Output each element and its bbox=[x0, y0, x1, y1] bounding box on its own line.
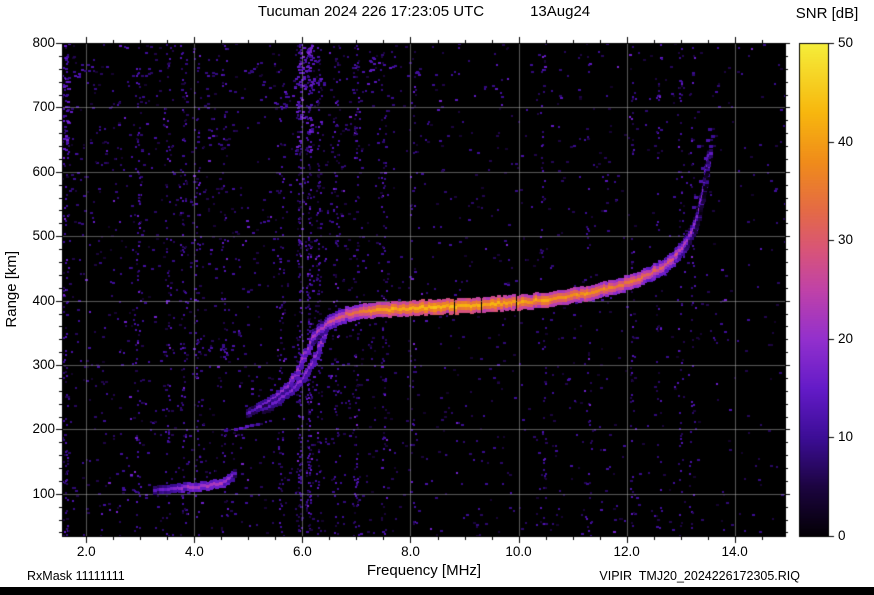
x-tick-label: 10.0 bbox=[505, 544, 532, 559]
plot-date: 13Aug24 bbox=[530, 3, 591, 20]
x-axis-label: Frequency [MHz] bbox=[366, 562, 482, 579]
rxmask-label: RxMask 11111111 bbox=[27, 569, 125, 583]
plot-title: Tucuman 2024 226 17:23:05 UTC bbox=[257, 3, 485, 20]
colorbar-tick-label: 20 bbox=[838, 330, 854, 346]
x-tick-label: 12.0 bbox=[613, 544, 640, 559]
y-tick-label: 500 bbox=[32, 228, 55, 244]
plot-title-row: Tucuman 2024 226 17:23:05 UTC 13Aug24 bbox=[62, 3, 786, 21]
filename-label: VIPIR TMJ20_2024226172305.RIQ bbox=[599, 569, 800, 583]
colorbar-tick-label: 50 bbox=[838, 35, 854, 50]
colorbar-tick-label: 30 bbox=[838, 232, 854, 248]
x-tick-label: 8.0 bbox=[401, 544, 420, 559]
bottom-bar bbox=[0, 587, 874, 595]
x-tick-label: 6.0 bbox=[293, 544, 312, 559]
y-tick-label: 300 bbox=[32, 357, 55, 373]
x-tick-label: 14.0 bbox=[721, 544, 748, 559]
y-tick-label: 700 bbox=[32, 99, 55, 115]
x-tick-label: 4.0 bbox=[184, 544, 204, 559]
colorbar-title: SNR [dB] bbox=[795, 5, 859, 22]
y-tick-label: 400 bbox=[32, 292, 55, 308]
x-tick-label: 2.0 bbox=[76, 544, 96, 559]
y-tick-label: 800 bbox=[32, 35, 55, 50]
colorbar-tick-label: 10 bbox=[838, 429, 854, 445]
y-axis-label: Range [km] bbox=[2, 250, 20, 328]
colorbar-tick-label: 0 bbox=[838, 528, 846, 543]
y-tick-label: 200 bbox=[32, 421, 55, 437]
y-tick-label: 100 bbox=[32, 485, 55, 501]
colorbar-tick-label: 40 bbox=[838, 133, 854, 149]
y-tick-label: 600 bbox=[32, 163, 55, 179]
